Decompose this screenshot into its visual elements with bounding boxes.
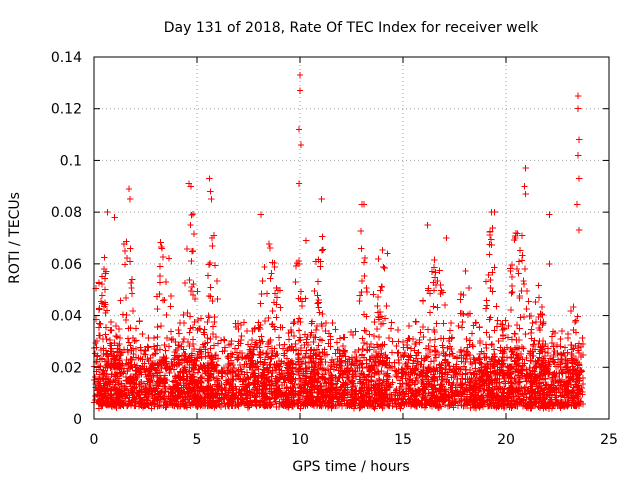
scatter-marker-set xyxy=(90,71,587,412)
x-tick-label: 10 xyxy=(291,432,309,448)
y-tick-label: 0.1 xyxy=(60,153,82,169)
y-tick-label: 0.12 xyxy=(51,102,82,118)
y-tick-label: 0.02 xyxy=(51,360,82,376)
plot-frame xyxy=(93,56,610,420)
x-tick-label: 5 xyxy=(193,432,202,448)
x-tick-label: 25 xyxy=(600,432,618,448)
x-axis-tick-labels: 0 5 10 15 20 25 xyxy=(90,432,618,448)
y-tick-label: 0.04 xyxy=(51,309,82,325)
x-tick-label: 20 xyxy=(497,432,515,448)
y-tick-label: 0.14 xyxy=(51,50,82,66)
y-tick-label: 0.08 xyxy=(51,205,82,221)
scatter-points xyxy=(90,71,587,412)
chart-title: Day 131 of 2018, Rate Of TEC Index for r… xyxy=(164,20,539,36)
x-tick-label: 15 xyxy=(394,432,412,448)
x-tick-label: 0 xyxy=(90,432,99,448)
x-axis-label: GPS time / hours xyxy=(292,459,409,475)
y-tick-label: 0 xyxy=(73,412,82,428)
y-axis-label: ROTI / TECUs xyxy=(7,192,23,284)
y-axis-tick-labels: 0 0.02 0.04 0.06 0.08 0.1 0.12 0.14 xyxy=(51,50,82,428)
grid-lines xyxy=(94,57,609,419)
y-tick-label: 0.06 xyxy=(51,257,82,273)
axis-ticks xyxy=(93,56,610,420)
